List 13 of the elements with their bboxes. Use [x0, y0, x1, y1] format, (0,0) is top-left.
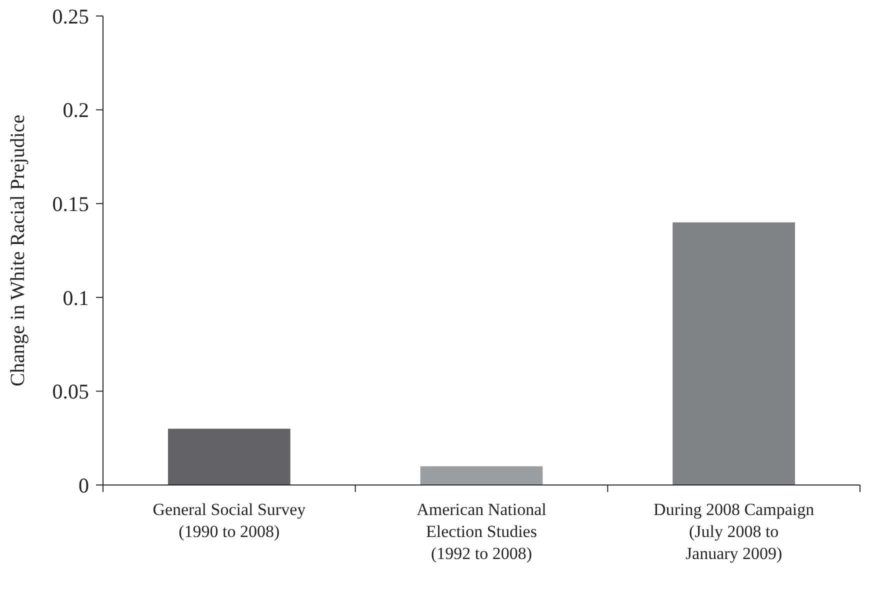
- y-tick-label: 0.05: [52, 380, 89, 404]
- bar: [168, 428, 290, 485]
- y-tick-label: 0.2: [62, 98, 89, 122]
- y-tick-label: 0.1: [62, 286, 89, 310]
- y-tick-label: 0.15: [52, 192, 89, 216]
- x-tick-label: During 2008 Campaign (July 2008 to January 2009): [654, 500, 815, 563]
- bar: [420, 466, 543, 485]
- y-tick-label: 0: [78, 473, 89, 498]
- x-tick-label: General Social Survey (1990 to 2008): [152, 500, 306, 541]
- y-tick-label: 0.25: [52, 4, 89, 28]
- x-tick-label: American National Election Studies (1992 to 2008): [416, 500, 547, 563]
- y-axis-title: Change in White Racial Prejudice: [7, 114, 29, 386]
- bar: [672, 222, 796, 485]
